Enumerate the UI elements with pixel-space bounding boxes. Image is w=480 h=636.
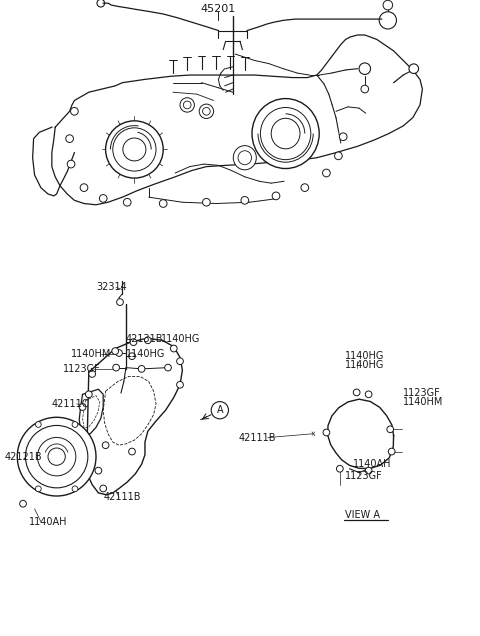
Circle shape [388, 448, 395, 455]
Circle shape [361, 85, 369, 93]
Text: 42111B: 42111B [239, 432, 276, 443]
Circle shape [100, 485, 107, 492]
Circle shape [365, 467, 372, 474]
Circle shape [129, 448, 135, 455]
Circle shape [170, 345, 177, 352]
Text: 1123GF: 1123GF [63, 364, 101, 374]
Circle shape [117, 299, 123, 305]
Circle shape [99, 195, 107, 202]
Text: 1140HG: 1140HG [345, 351, 384, 361]
Circle shape [241, 197, 249, 204]
Circle shape [339, 133, 347, 141]
Ellipse shape [260, 107, 311, 160]
Circle shape [383, 0, 393, 10]
Circle shape [20, 501, 26, 507]
Ellipse shape [238, 151, 252, 165]
Circle shape [387, 426, 394, 432]
Circle shape [203, 198, 210, 206]
Circle shape [353, 389, 360, 396]
Text: 1140AH: 1140AH [353, 459, 391, 469]
Circle shape [116, 350, 122, 356]
Circle shape [37, 438, 76, 476]
Text: 42121B: 42121B [5, 452, 42, 462]
Text: 1123GF: 1123GF [403, 388, 441, 398]
Text: 1140HG: 1140HG [161, 334, 200, 344]
Text: 42111B: 42111B [103, 492, 141, 502]
Circle shape [272, 192, 280, 200]
Circle shape [85, 391, 92, 398]
Circle shape [66, 135, 73, 142]
Ellipse shape [106, 121, 163, 178]
Text: 1140HM: 1140HM [71, 349, 111, 359]
Circle shape [335, 152, 342, 160]
Text: 1140HG: 1140HG [345, 360, 384, 370]
Circle shape [323, 429, 330, 436]
Ellipse shape [113, 128, 156, 171]
Circle shape [203, 107, 210, 115]
Circle shape [79, 404, 86, 410]
Circle shape [112, 348, 119, 354]
Circle shape [129, 353, 135, 359]
Text: A: A [216, 405, 223, 415]
Ellipse shape [252, 99, 319, 169]
Circle shape [165, 364, 171, 371]
Circle shape [89, 371, 96, 377]
Circle shape [379, 11, 396, 29]
Text: 42131B: 42131B [126, 334, 163, 344]
Circle shape [211, 401, 228, 419]
Circle shape [36, 486, 41, 492]
Text: VIEW A: VIEW A [345, 510, 380, 520]
Circle shape [409, 64, 419, 74]
Circle shape [159, 200, 167, 207]
Circle shape [72, 422, 78, 427]
Text: 1140AH: 1140AH [29, 516, 67, 527]
Circle shape [144, 337, 151, 343]
Circle shape [72, 486, 78, 492]
Circle shape [177, 382, 183, 388]
Circle shape [36, 422, 41, 427]
Circle shape [180, 98, 194, 112]
Ellipse shape [233, 146, 256, 170]
Text: 1140HG: 1140HG [126, 349, 165, 359]
Circle shape [138, 366, 145, 372]
Circle shape [113, 364, 120, 371]
Circle shape [323, 169, 330, 177]
Circle shape [130, 339, 137, 345]
Circle shape [183, 101, 191, 109]
Circle shape [25, 425, 88, 488]
Circle shape [95, 467, 102, 474]
Text: 32314: 32314 [96, 282, 127, 293]
Circle shape [359, 63, 371, 74]
Text: 45201: 45201 [201, 4, 236, 14]
Circle shape [80, 184, 88, 191]
Ellipse shape [123, 138, 146, 161]
Circle shape [199, 104, 214, 118]
Circle shape [48, 448, 65, 466]
Circle shape [123, 198, 131, 206]
Circle shape [17, 417, 96, 496]
Circle shape [365, 391, 372, 398]
Text: 42111C: 42111C [52, 399, 89, 409]
Ellipse shape [271, 118, 300, 149]
Circle shape [67, 160, 75, 168]
Circle shape [71, 107, 78, 115]
Circle shape [102, 442, 109, 448]
Text: 1140HM: 1140HM [403, 397, 444, 407]
Circle shape [336, 466, 343, 472]
Text: 1123GF: 1123GF [345, 471, 383, 481]
Circle shape [301, 184, 309, 191]
Circle shape [177, 358, 183, 364]
Circle shape [97, 0, 105, 7]
